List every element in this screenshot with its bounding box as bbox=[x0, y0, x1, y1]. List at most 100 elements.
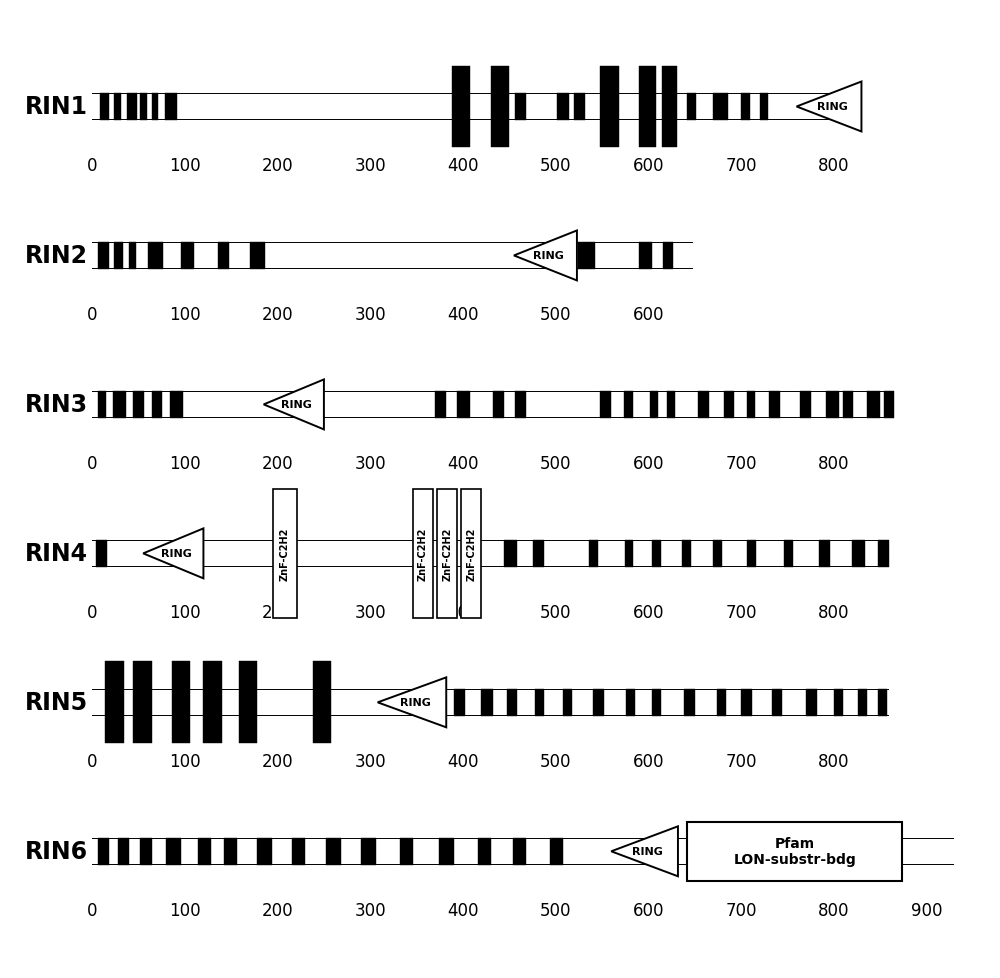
Bar bbox=[113, 391, 126, 419]
Bar bbox=[118, 838, 129, 865]
Text: 800: 800 bbox=[818, 902, 849, 919]
Bar bbox=[98, 391, 106, 419]
Bar bbox=[481, 689, 493, 716]
Text: 300: 300 bbox=[354, 306, 386, 324]
Bar bbox=[747, 541, 756, 567]
Bar bbox=[574, 94, 585, 121]
Bar bbox=[741, 94, 750, 121]
Bar bbox=[172, 662, 190, 743]
Bar bbox=[858, 689, 867, 716]
Text: 300: 300 bbox=[354, 752, 386, 771]
Text: 100: 100 bbox=[169, 902, 201, 919]
Text: 600: 600 bbox=[633, 157, 664, 175]
Bar bbox=[504, 541, 517, 567]
Bar bbox=[826, 391, 839, 419]
Text: 400: 400 bbox=[447, 455, 479, 473]
Bar bbox=[165, 94, 177, 121]
Bar bbox=[600, 67, 619, 149]
Text: RING: RING bbox=[533, 251, 564, 261]
Text: 600: 600 bbox=[633, 902, 664, 919]
Text: 300: 300 bbox=[354, 455, 386, 473]
Bar bbox=[92, 244, 693, 269]
Bar bbox=[114, 94, 121, 121]
Bar bbox=[152, 391, 162, 419]
Bar bbox=[843, 391, 853, 419]
Bar bbox=[550, 838, 563, 865]
Bar bbox=[218, 243, 229, 270]
Text: RING: RING bbox=[632, 846, 663, 857]
Bar bbox=[639, 243, 652, 270]
Bar bbox=[878, 541, 889, 567]
Bar bbox=[493, 391, 504, 419]
Bar bbox=[852, 541, 865, 567]
Text: 800: 800 bbox=[818, 752, 849, 771]
Bar bbox=[663, 243, 673, 270]
Bar bbox=[92, 690, 889, 715]
Text: RING: RING bbox=[161, 549, 192, 558]
Text: 900: 900 bbox=[911, 902, 942, 919]
Bar bbox=[760, 94, 768, 121]
Text: Pfam
LON-substr-bdg: Pfam LON-substr-bdg bbox=[733, 836, 856, 867]
Bar bbox=[600, 391, 611, 419]
Text: ZnF-C2H2: ZnF-C2H2 bbox=[418, 527, 428, 581]
Text: 400: 400 bbox=[447, 752, 479, 771]
Bar bbox=[100, 94, 109, 121]
Text: 100: 100 bbox=[169, 603, 201, 622]
Text: 500: 500 bbox=[540, 603, 571, 622]
Text: 100: 100 bbox=[169, 752, 201, 771]
Bar bbox=[140, 94, 147, 121]
Bar bbox=[535, 689, 544, 716]
Text: ZnF-C2H2: ZnF-C2H2 bbox=[466, 527, 476, 581]
Bar bbox=[129, 243, 136, 270]
Bar bbox=[114, 243, 123, 270]
Text: ZnF-C2H2: ZnF-C2H2 bbox=[280, 527, 290, 581]
Text: 0: 0 bbox=[87, 306, 97, 324]
Bar bbox=[181, 243, 194, 270]
Text: 0: 0 bbox=[87, 752, 97, 771]
Bar bbox=[140, 838, 152, 865]
Text: RING: RING bbox=[400, 697, 431, 708]
Bar bbox=[563, 689, 572, 716]
Bar bbox=[92, 392, 889, 418]
Text: ZnF-C2H2: ZnF-C2H2 bbox=[442, 527, 452, 581]
Bar bbox=[203, 662, 222, 743]
Bar bbox=[133, 662, 152, 743]
Text: 200: 200 bbox=[262, 902, 293, 919]
Bar bbox=[96, 541, 107, 567]
Bar bbox=[724, 391, 734, 419]
Bar bbox=[593, 689, 604, 716]
Bar bbox=[313, 662, 331, 743]
Polygon shape bbox=[264, 380, 324, 430]
Text: 700: 700 bbox=[725, 603, 757, 622]
Bar bbox=[127, 94, 137, 121]
Bar bbox=[578, 243, 595, 270]
Text: 200: 200 bbox=[262, 455, 293, 473]
Text: 700: 700 bbox=[725, 752, 757, 771]
Bar bbox=[198, 838, 211, 865]
Bar bbox=[507, 689, 517, 716]
Text: 0: 0 bbox=[87, 157, 97, 175]
Polygon shape bbox=[143, 529, 203, 579]
Text: RING: RING bbox=[817, 103, 848, 112]
Bar bbox=[98, 243, 109, 270]
Bar bbox=[652, 689, 661, 716]
Bar bbox=[105, 662, 124, 743]
Text: 700: 700 bbox=[725, 157, 757, 175]
Text: RIN2: RIN2 bbox=[25, 244, 88, 268]
Text: 600: 600 bbox=[633, 455, 664, 473]
Text: 800: 800 bbox=[818, 603, 849, 622]
Bar bbox=[92, 542, 889, 566]
Text: 400: 400 bbox=[447, 603, 479, 622]
Bar bbox=[400, 838, 413, 865]
Text: 400: 400 bbox=[447, 306, 479, 324]
Bar bbox=[878, 689, 887, 716]
Text: 300: 300 bbox=[354, 902, 386, 919]
Bar bbox=[769, 391, 780, 419]
Bar bbox=[557, 94, 569, 121]
Text: 0: 0 bbox=[87, 603, 97, 622]
Bar bbox=[273, 489, 297, 619]
Text: 200: 200 bbox=[262, 306, 293, 324]
Text: 500: 500 bbox=[540, 306, 571, 324]
Bar bbox=[800, 391, 811, 419]
Bar bbox=[806, 689, 817, 716]
